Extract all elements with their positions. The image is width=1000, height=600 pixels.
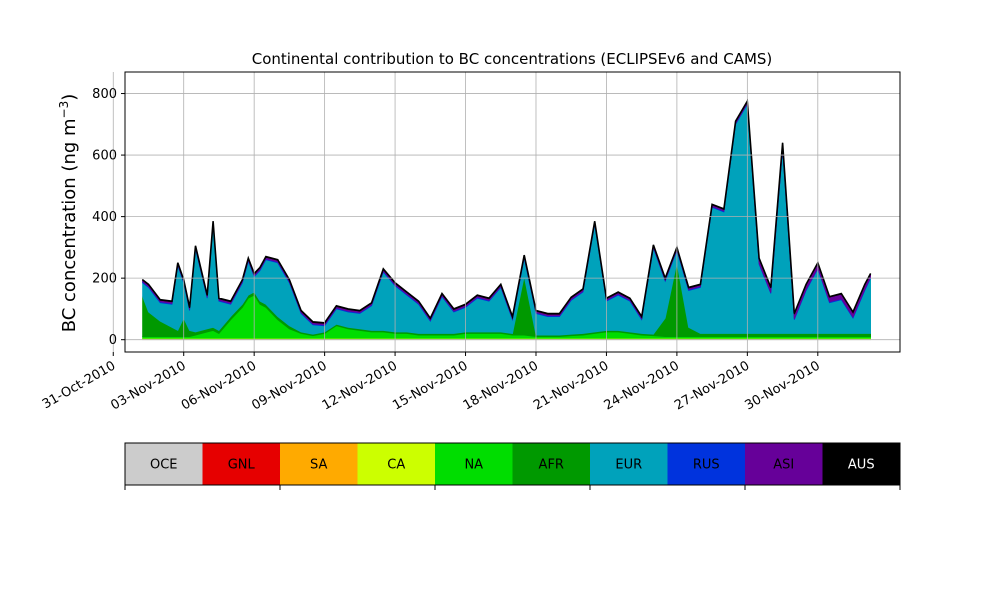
legend-label-aus: AUS	[848, 458, 875, 473]
legend-swatch-afr	[512, 443, 590, 485]
legend-swatch-oce	[125, 443, 203, 485]
y-tick-label: 800	[92, 87, 117, 102]
total-outline	[142, 98, 872, 324]
x-tick-label: 31-Oct-2010	[40, 358, 118, 412]
x-tick-label: 18-Nov-2010	[461, 358, 541, 413]
legend-label-sa: SA	[310, 458, 327, 473]
x-tick-label: 30-Nov-2010	[743, 358, 823, 413]
legend-label-gnl: GNL	[228, 458, 256, 473]
x-tick-label: 09-Nov-2010	[249, 358, 329, 413]
legend-label-oce: OCE	[150, 458, 178, 473]
legend-swatch-rus	[667, 443, 745, 485]
legend-label-ca: CA	[387, 458, 405, 473]
chart-title: Continental contribution to BC concentra…	[252, 50, 773, 68]
y-tick-label: 0	[109, 333, 117, 348]
x-tick-label: 24-Nov-2010	[602, 358, 682, 413]
legend-swatch-eur	[590, 443, 668, 485]
legend-swatch-aus	[822, 443, 900, 485]
y-tick-label: 400	[92, 210, 117, 225]
legend-label-na: NA	[464, 458, 483, 473]
y-axis-label-exponent: −3	[57, 101, 71, 119]
plot-frame	[124, 71, 901, 353]
y-tick-label: 600	[92, 149, 117, 164]
legend-swatch-sa	[280, 443, 358, 485]
legend-label-afr: AFR	[539, 458, 564, 473]
legend-label-rus: RUS	[693, 458, 720, 473]
x-tick-label: 12-Nov-2010	[320, 358, 400, 413]
legend-swatch-ca	[357, 443, 435, 485]
plot-area: 0 200 400 600 800 31-Oct-201003-Nov-201006-No…	[40, 71, 901, 413]
x-tick-label: 06-Nov-2010	[179, 358, 259, 413]
legend-label-eur: EUR	[615, 458, 642, 473]
y-tick-label: 200	[92, 272, 117, 287]
legend: OCE GNL SA CA NA AFR EUR RUS ASI AUS	[124, 442, 901, 490]
legend-frame	[124, 442, 901, 486]
legend-swatch-gnl	[202, 443, 280, 485]
legend-swatch-na	[435, 443, 513, 485]
legend-label-asi: ASI	[773, 458, 794, 473]
x-tick-label: 21-Nov-2010	[531, 358, 611, 413]
x-tick-label: 03-Nov-2010	[108, 358, 188, 413]
x-tick-label: 15-Nov-2010	[390, 358, 470, 413]
y-axis-label: BC concentration (ng m−3)	[57, 94, 80, 333]
legend-swatch-asi	[745, 443, 823, 485]
x-tick-label: 27-Nov-2010	[672, 358, 752, 413]
